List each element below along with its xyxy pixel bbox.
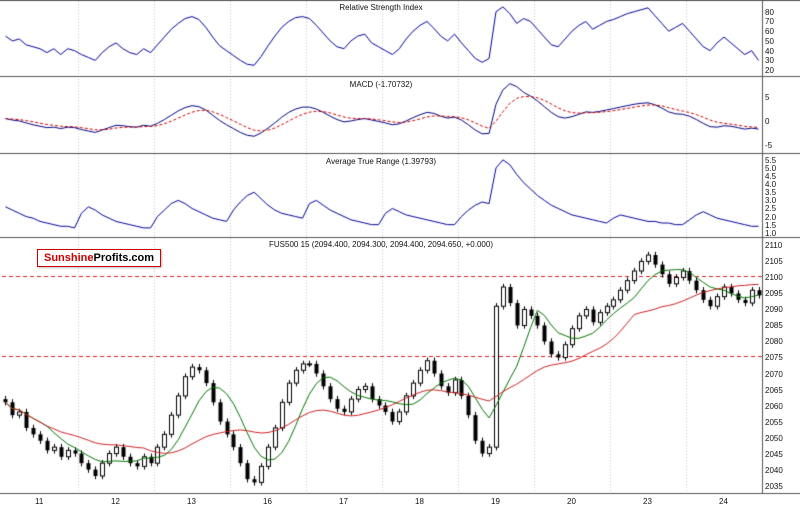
rsi-panel-title: Relative Strength Index xyxy=(339,3,423,12)
y-axis-label: 2040 xyxy=(765,465,783,475)
y-axis-label: 50 xyxy=(765,36,774,46)
y-axis-label: 2060 xyxy=(765,401,783,411)
price-panel-title: FUS500 15 (2094.400, 2094.300, 2094.400,… xyxy=(269,240,493,249)
macd-panel-title: MACD (-1.70732) xyxy=(349,80,413,89)
y-axis-label: 2080 xyxy=(765,337,783,347)
y-axis-label: 3.0 xyxy=(765,196,777,206)
y-axis-label: 2075 xyxy=(765,353,783,363)
y-axis-label: 2.5 xyxy=(765,204,777,214)
y-axis-label: 5.5 xyxy=(765,155,777,165)
y-axis-label: 3.5 xyxy=(765,188,777,198)
x-axis-label: 11 xyxy=(35,497,44,506)
x-axis-label: 24 xyxy=(719,497,728,506)
y-axis-label: 2045 xyxy=(765,449,783,459)
y-axis-label: 60 xyxy=(765,27,774,37)
y-axis-label: 1.5 xyxy=(765,220,777,230)
y-axis-label: 70 xyxy=(765,17,774,27)
sunshineprofits-logo: SunshineProfits.com xyxy=(37,249,162,267)
y-axis-label: 0 xyxy=(765,116,770,126)
y-axis-label: 80 xyxy=(765,7,774,17)
x-axis-label: 13 xyxy=(187,497,196,506)
y-axis-label: 2070 xyxy=(765,369,783,379)
y-axis-label: 40 xyxy=(765,46,774,56)
x-axis-label: 18 xyxy=(415,497,424,506)
y-axis-label: 1.0 xyxy=(765,228,777,238)
y-axis-label: 2095 xyxy=(765,289,783,299)
y-axis-label: -5 xyxy=(765,140,773,150)
x-axis-label: 17 xyxy=(339,497,348,506)
y-axis-label: 2035 xyxy=(765,481,783,491)
y-axis-label: 2100 xyxy=(765,273,783,283)
y-axis-label: 30 xyxy=(765,56,774,66)
y-axis-label: 2050 xyxy=(765,433,783,443)
y-axis-label: 2.0 xyxy=(765,212,777,222)
y-axis-label: 2105 xyxy=(765,257,783,267)
y-axis-label: 2055 xyxy=(765,417,783,427)
x-axis-label: 16 xyxy=(263,497,272,506)
y-axis-label: 5 xyxy=(765,93,770,103)
logo-text-sunshine: Sunshine xyxy=(44,252,94,264)
y-axis-label: 2090 xyxy=(765,305,783,315)
atr-panel-title: Average True Range (1.39793) xyxy=(325,157,437,166)
y-axis-label: 20 xyxy=(765,66,774,76)
y-axis-label: 4.0 xyxy=(765,180,777,190)
y-axis-label: 2110 xyxy=(765,241,783,251)
y-axis-label: 4.5 xyxy=(765,172,777,182)
logo-text-profits: Profits.com xyxy=(93,252,155,264)
y-axis-label: 5.0 xyxy=(765,163,777,173)
x-axis-label: 12 xyxy=(111,497,120,506)
y-axis-label: 2085 xyxy=(765,321,783,331)
y-axis-label: 2065 xyxy=(765,385,783,395)
x-axis-label: 19 xyxy=(491,497,500,506)
x-axis-label: 20 xyxy=(567,497,576,506)
x-axis-label: 23 xyxy=(643,497,652,506)
